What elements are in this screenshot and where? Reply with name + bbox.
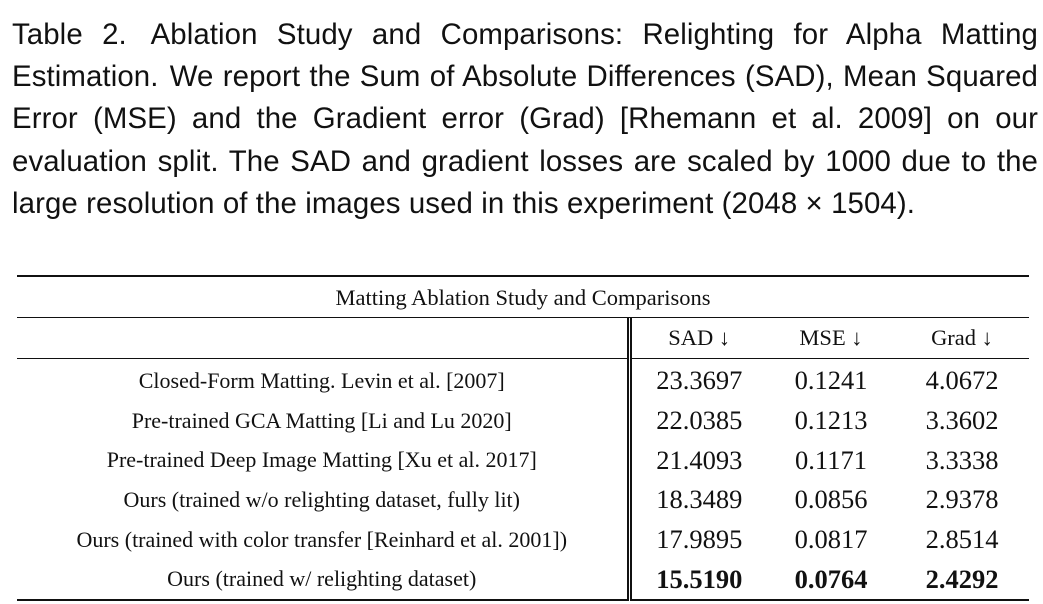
table-row: Ours (trained with color transfer [Reinh…: [17, 519, 1029, 560]
results-table-container: Matting Ablation Study and Comparisons S…: [17, 275, 1029, 602]
row-method: Closed-Form Matting. Levin et al. [2007]: [17, 358, 632, 401]
row-method: Ours (trained w/o relighting dataset, fu…: [17, 480, 632, 520]
row-grad: 2.9378: [925, 484, 999, 515]
table-caption: Table 2. Ablation Study and Comparisons:…: [12, 14, 1038, 225]
row-sad: 17.9895: [656, 524, 743, 555]
table-row: Pre-trained GCA Matting [Li and Lu 2020]…: [17, 400, 1029, 441]
row-mse: 0.1213: [794, 405, 868, 436]
row-mse: 0.1241: [794, 365, 868, 396]
row-method: Pre-trained Deep Image Matting [Xu et al…: [17, 440, 632, 481]
table-header-row: SAD ↓ MSE ↓ Grad ↓: [17, 318, 1029, 359]
row-grad: 4.0672: [925, 365, 999, 396]
row-method: Ours (trained with color transfer [Reinh…: [17, 519, 632, 560]
header-sad: SAD ↓: [629, 318, 767, 359]
header-mse: MSE ↓: [767, 318, 895, 359]
row-grad: 2.8514: [925, 524, 999, 555]
row-method: Ours (trained w/ relighting dataset): [17, 559, 632, 602]
table-title: Matting Ablation Study and Comparisons: [17, 277, 1029, 318]
row-sad: 23.3697: [656, 365, 743, 396]
row-grad: 2.4292: [895, 559, 1029, 602]
table-top-rule: [17, 275, 1029, 277]
table-row: Ours (trained w/o relighting dataset, fu…: [17, 480, 1029, 520]
header-method: [17, 318, 632, 359]
table-row-best: Ours (trained w/ relighting dataset) 15.…: [17, 559, 1029, 602]
row-mse: 0.1171: [795, 444, 867, 475]
row-sad: 18.3489: [656, 484, 743, 515]
caption-label: Table 2.: [12, 18, 127, 51]
table-row: Pre-trained Deep Image Matting [Xu et al…: [17, 440, 1029, 481]
row-sad: 21.4093: [656, 444, 743, 475]
table-row: Closed-Form Matting. Levin et al. [2007]…: [17, 358, 1029, 401]
row-sad: 15.5190: [629, 559, 767, 602]
header-grad: Grad ↓: [895, 318, 1029, 359]
row-grad: 3.3338: [925, 444, 999, 475]
row-grad: 3.3602: [925, 405, 999, 436]
row-mse: 0.0764: [767, 559, 895, 602]
caption-body: We report the Sum of Absolute Difference…: [12, 60, 1038, 220]
row-sad: 22.0385: [656, 405, 743, 436]
results-table: SAD ↓ MSE ↓ Grad ↓ Closed-Form Matting. …: [17, 318, 1029, 602]
row-method: Pre-trained GCA Matting [Li and Lu 2020]: [17, 400, 632, 441]
row-mse: 0.0817: [794, 524, 868, 555]
row-mse: 0.0856: [794, 484, 868, 515]
caption-title: Ablation Study and Comparisons: Relighti…: [12, 18, 1038, 94]
